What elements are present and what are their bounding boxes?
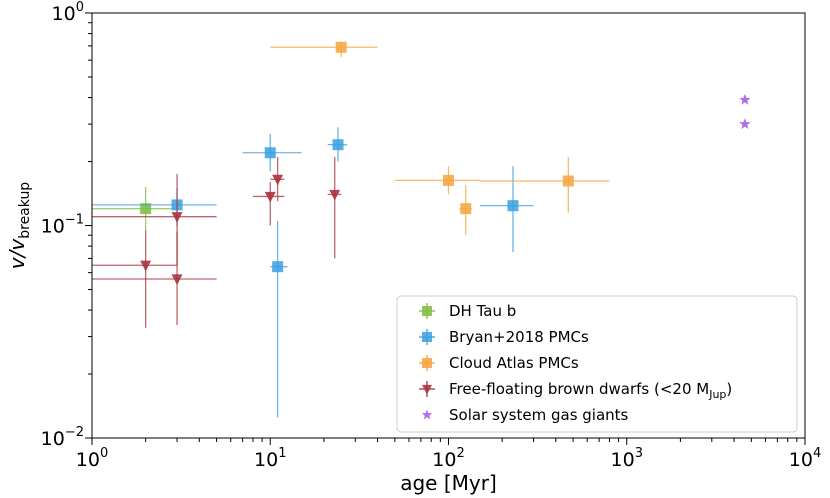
data-point (272, 174, 284, 186)
data-point (332, 139, 344, 151)
legend-marker (421, 409, 433, 420)
y-axis-label: v/vbreakup (5, 182, 33, 269)
data-point (329, 189, 341, 201)
legend-entry: Solar system gas giants (421, 406, 629, 424)
legend-entry: Cloud Atlas PMCs (419, 354, 579, 372)
legend-label: Free-floating brown dwarfs (<20 MJup) (449, 380, 732, 401)
legend-entry: Free-floating brown dwarfs (<20 MJup) (419, 380, 732, 401)
data-point (171, 274, 183, 286)
y-tick-label: 10−1 (41, 213, 84, 238)
legend-marker (422, 332, 432, 342)
data-point (171, 212, 183, 223)
series-4 (739, 93, 751, 129)
data-point (264, 147, 276, 159)
x-tick-label: 103 (611, 446, 643, 471)
legend-label: Solar system gas giants (449, 406, 629, 424)
x-axis-label: age [Myr] (400, 471, 497, 495)
data-point (739, 93, 751, 105)
x-tick-label: 101 (254, 446, 286, 471)
data-point (507, 200, 519, 212)
data-point (443, 174, 454, 186)
axis-labels: 100 101 102 103 104 10−2 10−1 100 age [Myr] v/vbr… (5, 0, 821, 495)
data-point (562, 175, 574, 187)
data-point (272, 261, 284, 273)
data-point (460, 203, 472, 215)
data-point (739, 118, 751, 129)
y-tick-label: 10−2 (41, 425, 84, 450)
x-tick-label: 100 (76, 446, 108, 471)
plot-frame (91, 12, 806, 439)
legend-marker (422, 306, 432, 316)
data-point (140, 260, 152, 272)
legend-label: Bryan+2018 PMCs (449, 328, 589, 346)
legend-entry: Bryan+2018 PMCs (419, 328, 589, 346)
series-3 (92, 157, 342, 328)
data-layer (92, 41, 751, 418)
legend-entry: DH Tau b (419, 302, 516, 320)
data-point (140, 203, 152, 215)
x-tick-label: 102 (432, 446, 464, 471)
y-tick-label: 100 (52, 0, 84, 25)
legend-box (396, 295, 798, 433)
legend-marker (422, 358, 432, 368)
data-point (264, 191, 276, 203)
data-point (335, 41, 347, 53)
series-0 (92, 186, 178, 231)
x-tick-label: 104 (789, 446, 821, 471)
legend-label: Cloud Atlas PMCs (449, 354, 579, 372)
legend-marker (422, 384, 432, 395)
tick-layer (85, 12, 806, 445)
series-2 (270, 41, 610, 236)
legend-label: DH Tau b (449, 302, 516, 320)
legend: DH Tau b Bryan+2018 PMCs Cloud Atlas PMCs F… (396, 295, 798, 433)
